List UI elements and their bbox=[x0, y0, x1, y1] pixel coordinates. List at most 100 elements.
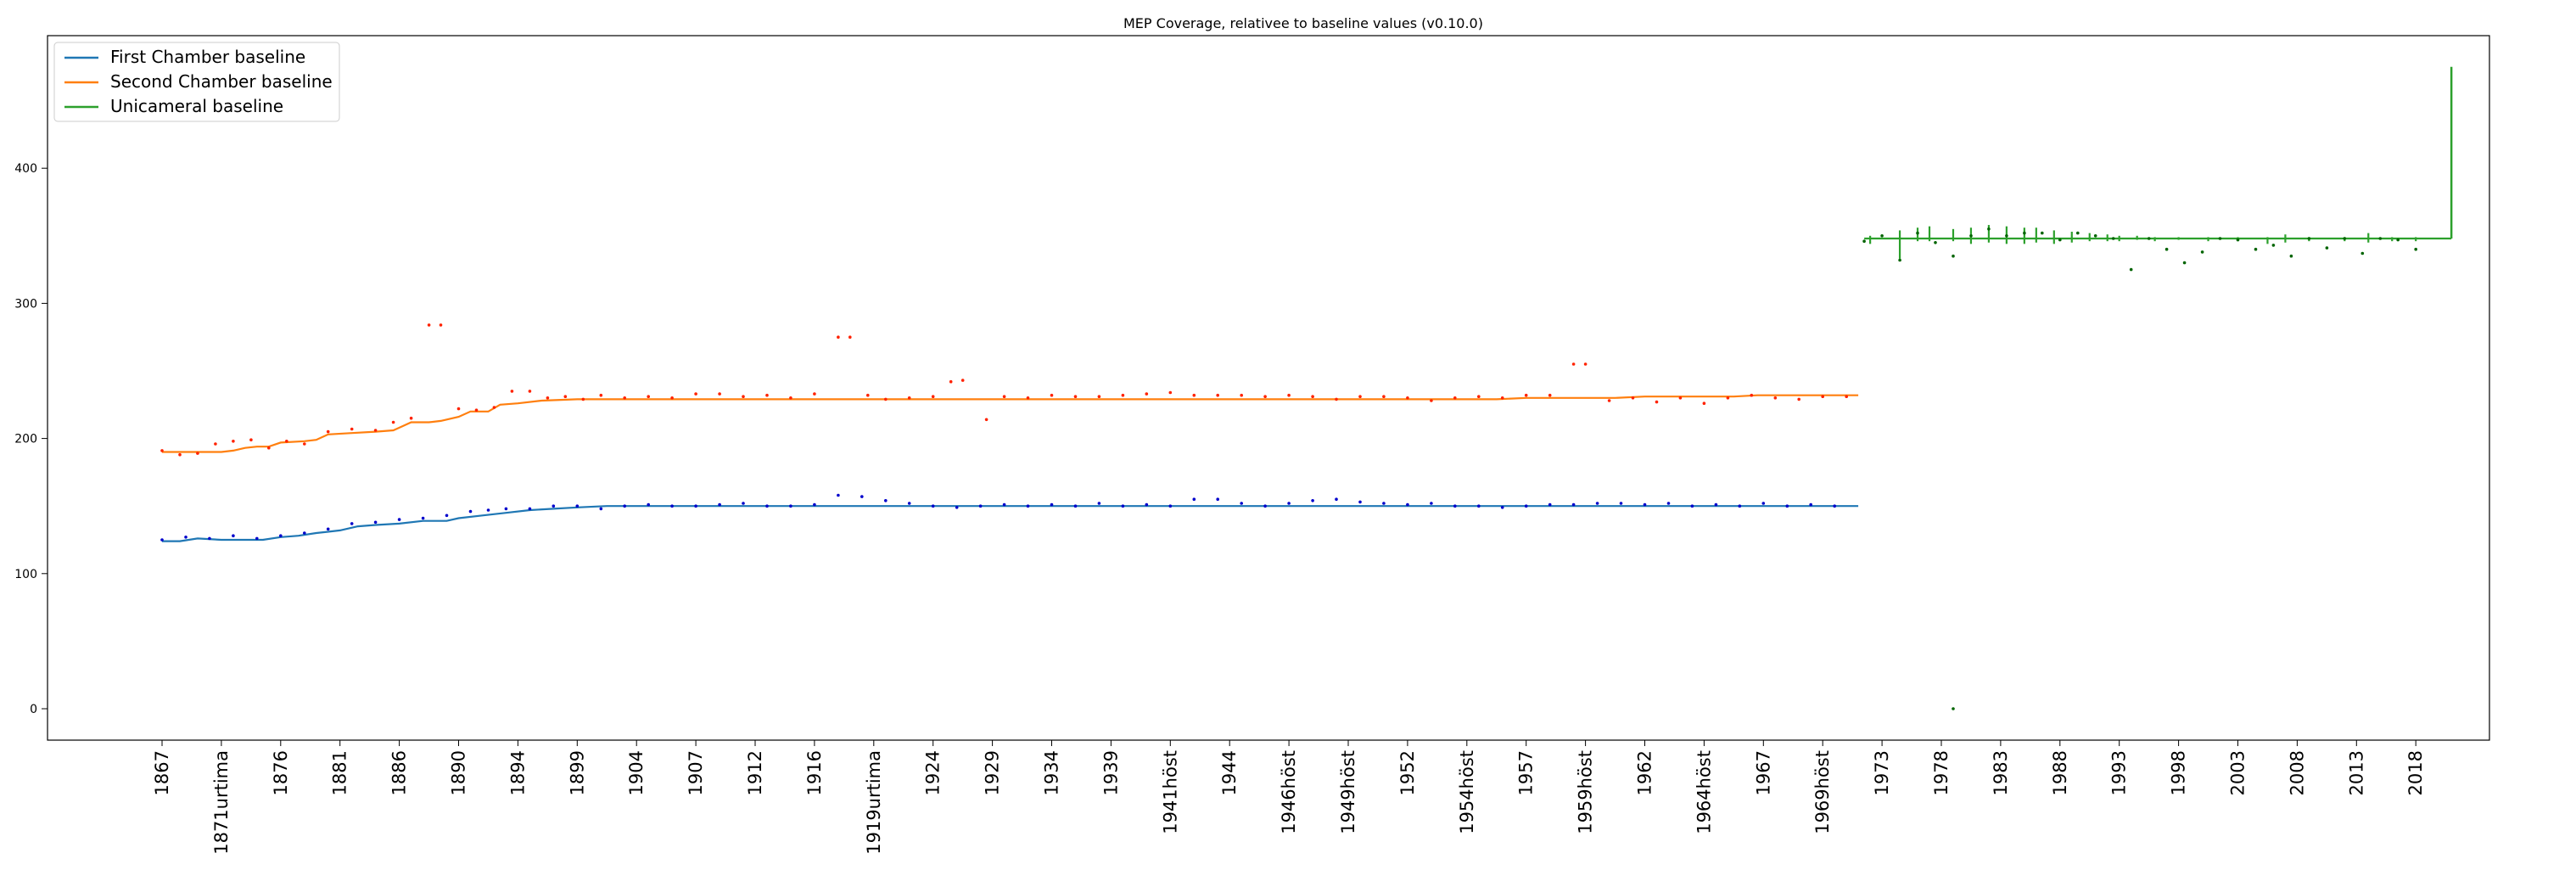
unicameral-point bbox=[1969, 234, 1973, 238]
first-chamber-point bbox=[1168, 504, 1173, 508]
first-chamber-point bbox=[1097, 502, 1101, 505]
second-chamber-point bbox=[742, 395, 745, 399]
second-chamber-point bbox=[949, 379, 953, 384]
unicameral-point bbox=[2360, 251, 2365, 255]
unicameral-point bbox=[2005, 234, 2008, 238]
x-tick-label: 1899 bbox=[567, 750, 587, 795]
legend: First Chamber baseline Second Chamber ba… bbox=[53, 42, 340, 122]
second-chamber-point bbox=[1571, 362, 1576, 366]
unicameral-point bbox=[2076, 231, 2080, 235]
first-chamber-point bbox=[1216, 497, 1219, 501]
y-tick-label: 300 bbox=[14, 297, 37, 311]
scatter-points bbox=[160, 227, 2417, 710]
first-chamber-point bbox=[955, 506, 959, 509]
first-chamber-point bbox=[279, 534, 283, 537]
second-chamber-point bbox=[214, 442, 217, 446]
unicameral-point bbox=[2218, 237, 2222, 240]
unicameral-point bbox=[2236, 238, 2240, 242]
unicameral-point bbox=[2164, 247, 2169, 251]
first-chamber-point bbox=[1430, 502, 1433, 505]
second-chamber-point bbox=[1168, 390, 1173, 395]
x-tick-label: 1886 bbox=[389, 750, 410, 795]
first-chamber-point bbox=[1477, 504, 1481, 508]
x-tick-label: 1916 bbox=[804, 750, 825, 795]
x-tick-label: 1962 bbox=[1635, 750, 1655, 795]
x-tick-label: 1993 bbox=[2109, 750, 2130, 795]
first-chamber-point bbox=[931, 504, 935, 508]
first-chamber-point bbox=[1358, 500, 1362, 504]
first-chamber-point bbox=[1263, 504, 1267, 508]
first-chamber-point bbox=[907, 502, 911, 505]
first-chamber-point bbox=[1026, 504, 1030, 508]
second-chamber-point bbox=[789, 396, 792, 400]
unicameral-point bbox=[2289, 254, 2293, 258]
second-chamber-point bbox=[563, 395, 568, 399]
first-chamber-point bbox=[255, 536, 259, 541]
first-chamber-point bbox=[1738, 504, 1742, 508]
second-chamber-point bbox=[1145, 392, 1149, 396]
x-tick-label: 1957 bbox=[1516, 750, 1537, 795]
x-tick-label: 1871urtima bbox=[211, 750, 232, 855]
first-chamber-point bbox=[160, 538, 164, 542]
second-chamber-point bbox=[1524, 393, 1528, 397]
second-chamber-point bbox=[492, 406, 496, 409]
second-chamber-point bbox=[1050, 393, 1054, 397]
second-chamber-point bbox=[848, 335, 852, 340]
first-chamber-point bbox=[1809, 502, 1812, 507]
second-chamber-point bbox=[350, 427, 354, 431]
first-chamber-line bbox=[162, 505, 1859, 542]
second-chamber-point bbox=[1002, 395, 1006, 399]
second-chamber-point bbox=[1702, 401, 1706, 406]
unicameral-point bbox=[2129, 267, 2133, 272]
first-chamber-point bbox=[1833, 504, 1836, 508]
x-tick-label: 1894 bbox=[507, 750, 528, 795]
second-chamber-point bbox=[866, 393, 870, 397]
second-chamber-point bbox=[1073, 395, 1078, 399]
second-chamber-point bbox=[670, 396, 674, 400]
unicameral-point bbox=[2058, 238, 2062, 242]
second-chamber-point bbox=[1477, 395, 1481, 399]
second-chamber-point bbox=[232, 440, 235, 443]
second-chamber-point bbox=[984, 418, 988, 422]
second-chamber-point bbox=[813, 392, 816, 396]
x-tick-label: 1904 bbox=[626, 750, 647, 795]
x-tick-label: 1919urtima bbox=[864, 750, 884, 855]
first-chamber-point bbox=[397, 518, 401, 521]
unicameral-point bbox=[1952, 254, 1955, 258]
first-chamber-point bbox=[208, 536, 211, 541]
x-tick-label: 1959höst bbox=[1576, 750, 1596, 834]
first-chamber-point bbox=[1406, 502, 1409, 507]
first-chamber-point bbox=[575, 504, 580, 508]
x-tick-label: 1924 bbox=[923, 750, 944, 795]
second-chamber-point bbox=[1583, 362, 1588, 366]
second-chamber-point bbox=[1500, 396, 1504, 400]
unicameral-point bbox=[2378, 237, 2383, 240]
first-chamber-point bbox=[694, 504, 697, 508]
first-chamber-point bbox=[232, 534, 235, 537]
first-chamber-point bbox=[552, 504, 556, 508]
x-tick-label: 2013 bbox=[2346, 750, 2366, 795]
first-chamber-point bbox=[1050, 502, 1054, 507]
plot-frame bbox=[47, 35, 2490, 741]
first-chamber-point bbox=[1382, 502, 1386, 505]
first-chamber-point bbox=[1145, 502, 1149, 507]
x-tick-label: 1944 bbox=[1219, 750, 1240, 795]
unicameral-point bbox=[2111, 237, 2115, 240]
first-chamber-point bbox=[1453, 504, 1457, 508]
unicameral-point bbox=[2182, 261, 2187, 265]
first-chamber-point bbox=[1548, 502, 1552, 507]
unicameral-point bbox=[2200, 250, 2204, 254]
second-chamber-point bbox=[1797, 397, 1800, 401]
x-tick-label: 1929 bbox=[983, 750, 1003, 795]
x-tick-label: 1967 bbox=[1753, 750, 1773, 795]
first-chamber-point bbox=[421, 516, 425, 520]
second-chamber-point bbox=[765, 393, 769, 397]
first-chamber-point bbox=[1595, 502, 1599, 505]
second-chamber-point bbox=[1026, 396, 1030, 400]
unicameral-point bbox=[2271, 244, 2276, 247]
first-chamber-point bbox=[742, 502, 745, 505]
unicameral-point bbox=[1880, 234, 1884, 238]
first-chamber-point bbox=[1714, 502, 1718, 507]
first-chamber-point bbox=[789, 504, 792, 508]
second-chamber-point bbox=[960, 379, 965, 382]
